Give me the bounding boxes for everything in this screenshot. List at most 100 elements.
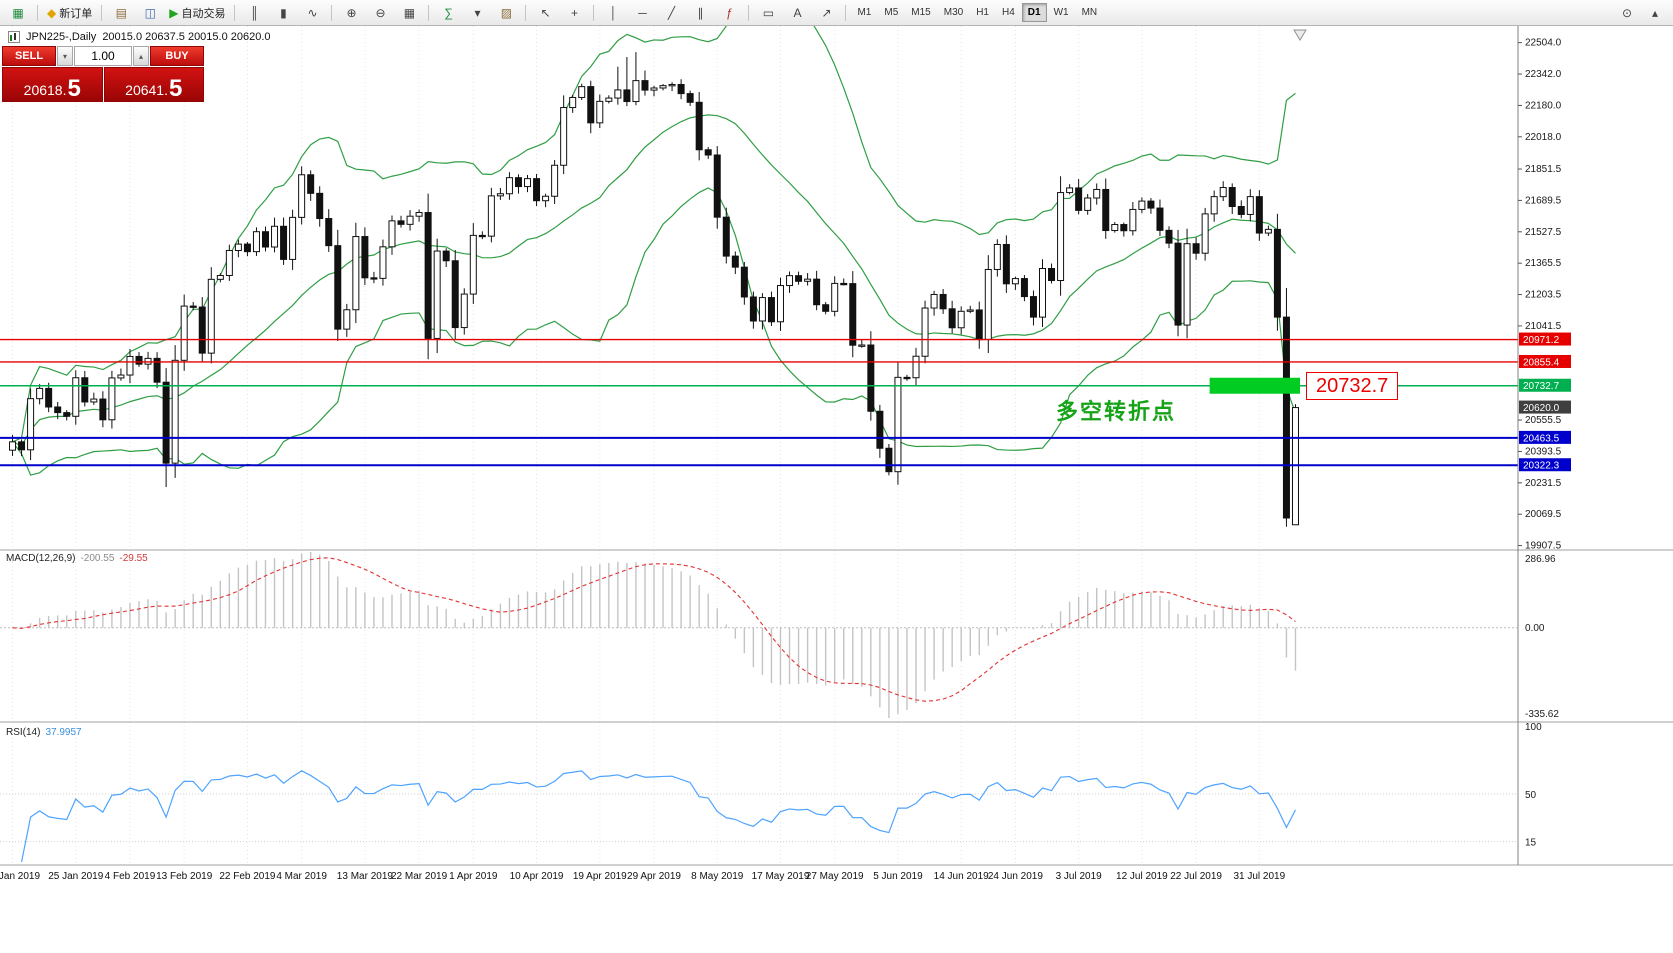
crosshair-icon[interactable]: + bbox=[560, 2, 588, 24]
toolbar-separator bbox=[593, 4, 595, 21]
fibonacci-icon[interactable]: ƒ bbox=[715, 2, 743, 24]
symbol-title-line: JPN225-,Daily 20015.0 20637.5 20015.0 20… bbox=[8, 31, 271, 43]
svg-text:12 Jul 2019: 12 Jul 2019 bbox=[1116, 871, 1168, 882]
bar-chart-icon[interactable]: ║ bbox=[240, 2, 268, 24]
timeframe-m15[interactable]: M15 bbox=[911, 7, 931, 18]
timeframe-m30[interactable]: M30 bbox=[943, 7, 964, 18]
timeframe-m1[interactable]: M1 bbox=[857, 7, 872, 18]
zoom-out-icon[interactable]: ⊖ bbox=[366, 2, 394, 24]
symbol-title: JPN225-,Daily bbox=[26, 31, 97, 43]
shapes-icon: ▭ bbox=[762, 5, 775, 20]
svg-text:4 Feb 2019: 4 Feb 2019 bbox=[105, 871, 156, 882]
price-callout: 20732.7 bbox=[1306, 372, 1399, 400]
svg-text:0.00: 0.00 bbox=[1525, 623, 1545, 634]
vertical-line-icon: │ bbox=[609, 5, 618, 20]
timeframe-h1[interactable]: H1 bbox=[976, 7, 989, 18]
search-icon[interactable]: ⊙ bbox=[1621, 5, 1633, 20]
svg-text:10 Apr 2019: 10 Apr 2019 bbox=[510, 871, 564, 882]
svg-text:20463.5: 20463.5 bbox=[1523, 433, 1560, 444]
profiles-icon[interactable]: ◫ bbox=[136, 2, 164, 24]
rsi-label: RSI(14) 37.9957 bbox=[6, 727, 82, 738]
volume-increase-button[interactable]: ▴ bbox=[133, 46, 149, 66]
svg-text:15: 15 bbox=[1525, 838, 1537, 849]
svg-text:22 Jul 2019: 22 Jul 2019 bbox=[1170, 871, 1222, 882]
macd-name: MACD(12,26,9) bbox=[6, 553, 76, 564]
svg-text:17 May 2019: 17 May 2019 bbox=[752, 871, 810, 882]
svg-text:50: 50 bbox=[1525, 790, 1537, 801]
sell-price-box[interactable]: 20618. 5 bbox=[2, 67, 103, 102]
cursor-icon: ↖ bbox=[540, 5, 551, 20]
svg-text:22504.0: 22504.0 bbox=[1525, 38, 1562, 49]
svg-text:21041.5: 21041.5 bbox=[1525, 321, 1562, 332]
panel-separators[interactable] bbox=[0, 549, 1673, 866]
toolbar: ▦ ◆ 新订单 ▤ ◫ ▶ 自动交易 ║ ▮ ∿ ⊕ ⊖ ▦ ∑ ▾ ▨ ↖ + │ ─ ╱ ∥ ƒ ▭ A ↗ M1 M5 M15 M3… bbox=[0, 0, 1673, 26]
volume-input[interactable]: 1.00 bbox=[74, 46, 132, 66]
templates-icon[interactable]: ▨ bbox=[492, 2, 520, 24]
svg-text:20231.5: 20231.5 bbox=[1525, 478, 1562, 489]
channel-icon[interactable]: ∥ bbox=[686, 2, 714, 24]
svg-text:20971.2: 20971.2 bbox=[1523, 335, 1560, 346]
macd-signal-value: -29.55 bbox=[119, 553, 148, 564]
cursor-icon[interactable]: ↖ bbox=[531, 2, 559, 24]
new-order-icon: ◆ bbox=[47, 5, 57, 20]
new-order-button-label: 新订单 bbox=[59, 7, 93, 20]
svg-text:27 May 2019: 27 May 2019 bbox=[806, 871, 864, 882]
toolbar-separator bbox=[101, 4, 103, 21]
toolbar-separator bbox=[845, 4, 847, 21]
buy-price: 20641. bbox=[125, 81, 168, 98]
volume-decrease-button[interactable]: ▾ bbox=[57, 46, 73, 66]
toolbar-separator bbox=[525, 4, 527, 21]
chart-shift-marker[interactable] bbox=[1293, 29, 1307, 41]
svg-text:13 Feb 2019: 13 Feb 2019 bbox=[156, 871, 213, 882]
timeframe-d1[interactable]: D1 bbox=[1021, 3, 1047, 22]
timeframe-mn[interactable]: MN bbox=[1081, 7, 1098, 18]
svg-text:22018.0: 22018.0 bbox=[1525, 132, 1562, 143]
line-chart-icon[interactable]: ∿ bbox=[298, 2, 326, 24]
chart-windows-icon[interactable]: ▤ bbox=[107, 2, 135, 24]
toolbar-separator bbox=[428, 4, 430, 21]
rsi-panel[interactable]: 100 50 15 bbox=[0, 722, 1542, 863]
horizontal-line-icon: ─ bbox=[638, 5, 647, 20]
sell-price: 20618. bbox=[23, 81, 67, 98]
new-order-button[interactable]: ◆ 新订单 bbox=[43, 2, 96, 24]
sell-button[interactable]: SELL bbox=[2, 46, 56, 66]
chart-windows-icon: ▤ bbox=[115, 5, 127, 20]
support-resistance-lines[interactable] bbox=[0, 338, 1518, 467]
periods-dropdown-icon[interactable]: ▾ bbox=[463, 2, 491, 24]
svg-text:25 Jan 2019: 25 Jan 2019 bbox=[48, 871, 103, 882]
text-label-icon[interactable]: A bbox=[783, 2, 811, 24]
shapes-icon[interactable]: ▭ bbox=[754, 2, 782, 24]
indicators-icon: ∑ bbox=[444, 5, 453, 20]
tile-windows-icon[interactable]: ▦ bbox=[395, 2, 423, 24]
timeframe-h4[interactable]: H4 bbox=[1001, 7, 1015, 18]
buy-price-box[interactable]: 20641. 5 bbox=[103, 67, 204, 102]
timeframe-w1[interactable]: W1 bbox=[1053, 7, 1069, 18]
scroll-top-icon[interactable]: ▴ bbox=[1651, 5, 1659, 20]
horizontal-line-icon[interactable]: ─ bbox=[628, 2, 656, 24]
timeframe-m5[interactable]: M5 bbox=[884, 7, 899, 18]
buy-button[interactable]: BUY bbox=[150, 46, 204, 66]
terminal-icon[interactable]: ▦ bbox=[4, 2, 32, 24]
vertical-line-icon[interactable]: │ bbox=[599, 2, 627, 24]
candlesticks bbox=[9, 52, 1299, 527]
autotrading-button[interactable]: ▶ 自动交易 bbox=[165, 2, 229, 24]
svg-text:21365.5: 21365.5 bbox=[1525, 258, 1562, 269]
text-label-icon: A bbox=[793, 5, 802, 20]
profiles-icon: ◫ bbox=[144, 5, 156, 20]
line-chart-icon: ∿ bbox=[307, 5, 318, 20]
price-axis[interactable]: 22504.0 22342.0 22180.0 22018.0 21851.5 21689… bbox=[1517, 26, 1571, 865]
trendline-icon[interactable]: ╱ bbox=[657, 2, 685, 24]
macd-panel[interactable]: 286.96 0.00 -335.62 bbox=[0, 552, 1559, 720]
fibonacci-icon: ƒ bbox=[726, 5, 733, 20]
indicators-icon[interactable]: ∑ bbox=[434, 2, 462, 24]
svg-text:22 Mar 2019: 22 Mar 2019 bbox=[391, 871, 448, 882]
candlestick-chart-icon[interactable]: ▮ bbox=[269, 2, 297, 24]
arrows-icon[interactable]: ↗ bbox=[812, 2, 840, 24]
zoom-in-icon[interactable]: ⊕ bbox=[337, 2, 365, 24]
autotrading-button-label: 自动交易 bbox=[181, 7, 226, 20]
zoom-in-icon: ⊕ bbox=[346, 5, 357, 20]
svg-text:13 Mar 2019: 13 Mar 2019 bbox=[337, 871, 394, 882]
svg-text:20732.7: 20732.7 bbox=[1523, 381, 1560, 392]
